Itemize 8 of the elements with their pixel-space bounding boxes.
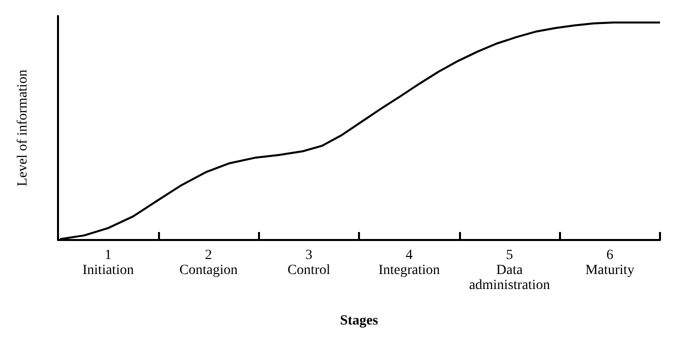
x-tick-label: 6 Maturity	[585, 248, 634, 278]
x-tick-label: 2 Contagion	[179, 248, 238, 278]
y-axis-title: Level of information	[16, 70, 30, 186]
x-axis-title: Stages	[340, 314, 379, 328]
x-tick-label: 5 Data administration	[469, 248, 550, 293]
x-tick-label: 4 Integration	[378, 248, 440, 278]
x-tick-label: 3 Control	[287, 248, 330, 278]
x-tick-label: 1 Initiation	[82, 248, 134, 278]
